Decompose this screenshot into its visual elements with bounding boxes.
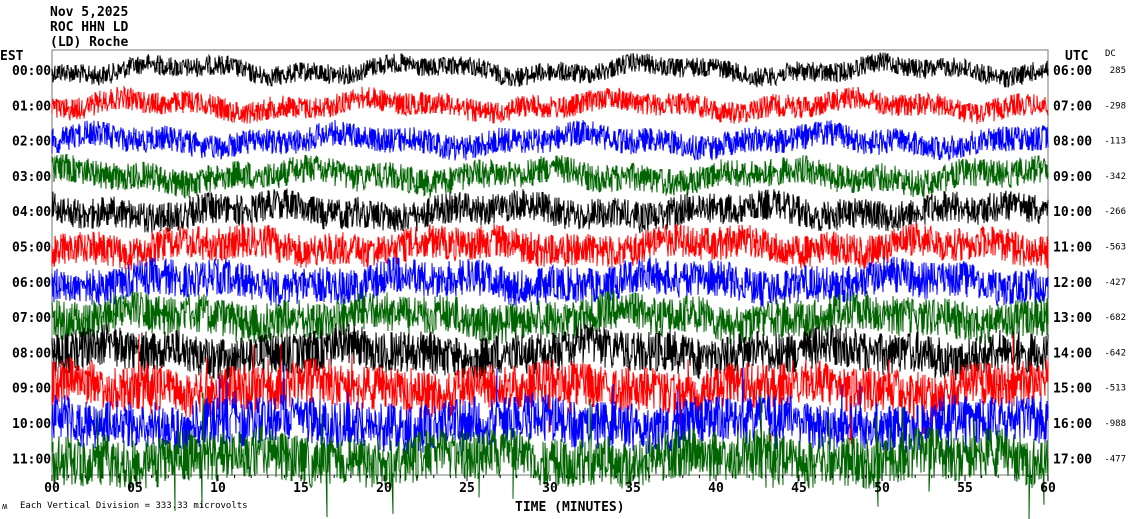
utc-label: 10:00 xyxy=(1053,205,1092,220)
trace-row-1 xyxy=(51,85,1049,125)
dc-value: -266 xyxy=(1104,207,1126,217)
x-ticks: 00 05 10 15 20 25 30 35 40 45 50 55 60 xyxy=(44,475,1056,496)
dc-label: DC xyxy=(1105,49,1116,59)
x-tick-label: 20 xyxy=(376,481,392,496)
x-tick-label: 40 xyxy=(708,481,724,496)
network-label: (LD) Roche xyxy=(50,35,128,50)
x-tick-label: 10 xyxy=(210,481,226,496)
utc-label: 08:00 xyxy=(1053,135,1092,150)
x-tick-label: 60 xyxy=(1040,481,1056,496)
trace-row-10 xyxy=(51,364,1049,458)
utc-label: 13:00 xyxy=(1053,311,1092,326)
est-label: 04:00 xyxy=(12,205,51,220)
utc-label: 06:00 xyxy=(1053,64,1092,79)
x-tick-label: 45 xyxy=(791,481,807,496)
traces xyxy=(51,52,1049,519)
dc-value: -988 xyxy=(1104,419,1126,429)
utc-label: 09:00 xyxy=(1053,170,1092,185)
trace-row-6 xyxy=(51,256,1049,308)
x-tick-label: 25 xyxy=(459,481,475,496)
utc-label: 14:00 xyxy=(1053,346,1092,361)
dc-value: -563 xyxy=(1104,243,1126,253)
est-label: 02:00 xyxy=(12,135,51,150)
x-tick-label: 35 xyxy=(625,481,641,496)
est-label: 05:00 xyxy=(12,241,51,256)
trace-row-5 xyxy=(51,222,1049,271)
x-tick-label: 30 xyxy=(542,481,558,496)
utc-label: 11:00 xyxy=(1053,241,1092,256)
scale-note: Each Vertical Division = 333.33 microvol… xyxy=(20,501,248,511)
utc-label: 15:00 xyxy=(1053,382,1092,397)
dc-value: 285 xyxy=(1110,66,1126,76)
est-label: 00:00 xyxy=(12,64,51,79)
dc-value: -642 xyxy=(1104,348,1126,358)
dc-value: -298 xyxy=(1104,101,1126,111)
trace-row-7 xyxy=(51,290,1049,344)
est-label: 10:00 xyxy=(12,417,51,432)
trace-row-0 xyxy=(51,52,1049,88)
dc-value: -427 xyxy=(1104,278,1126,288)
dc-value: -342 xyxy=(1104,172,1126,182)
row-labels: 00:00 06:00 285 01:00 07:00 -298 02:00 08:00 -11… xyxy=(12,64,1126,467)
est-label: 06:00 xyxy=(12,276,51,291)
est-label: 03:00 xyxy=(12,170,51,185)
trace-row-4 xyxy=(51,188,1049,234)
dc-value: -513 xyxy=(1104,384,1126,394)
utc-label: 12:00 xyxy=(1053,276,1092,291)
x-tick-label: 15 xyxy=(293,481,309,496)
x-tick-label: 05 xyxy=(127,481,143,496)
scale-icon: ʍ xyxy=(2,502,8,512)
trace-row-2 xyxy=(51,119,1049,161)
trace-row-8 xyxy=(51,323,1049,381)
est-label: 08:00 xyxy=(12,346,51,361)
est-label: 09:00 xyxy=(12,382,51,397)
dc-value: -477 xyxy=(1104,454,1126,464)
est-axis-label: EST xyxy=(0,49,24,64)
date-label: Nov 5,2025 xyxy=(50,5,128,20)
est-label: 07:00 xyxy=(12,311,51,326)
x-tick-label: 50 xyxy=(874,481,890,496)
dc-value: -682 xyxy=(1104,313,1126,323)
dc-value: -113 xyxy=(1104,137,1126,147)
est-label: 01:00 xyxy=(12,99,51,114)
utc-label: 16:00 xyxy=(1053,417,1092,432)
utc-label: 07:00 xyxy=(1053,99,1092,114)
est-label: 11:00 xyxy=(12,452,51,467)
x-tick-label: 00 xyxy=(44,481,60,496)
station-label: ROC HHN LD xyxy=(50,20,128,35)
x-axis-label: TIME (MINUTES) xyxy=(515,500,625,515)
utc-axis-label: UTC xyxy=(1065,49,1088,64)
utc-label: 17:00 xyxy=(1053,452,1092,467)
x-tick-label: 55 xyxy=(957,481,973,496)
trace-row-3 xyxy=(51,153,1049,199)
